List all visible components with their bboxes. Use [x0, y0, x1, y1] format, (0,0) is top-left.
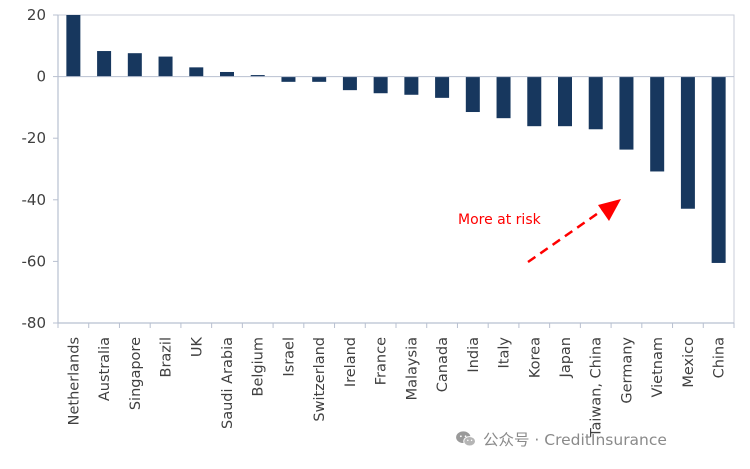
bar-ireland: [342, 76, 357, 91]
x-tick-label: France: [374, 337, 390, 385]
x-tick-label: Korea: [527, 337, 543, 378]
bar-uk: [189, 67, 204, 77]
x-tick-label: Belgium: [251, 337, 267, 396]
annotation-arrow-line: [527, 207, 605, 264]
x-tick-label: Australia: [97, 337, 113, 401]
bar-brazil: [158, 56, 173, 77]
bar-belgium: [250, 75, 265, 77]
x-tick-label: Vietnam: [650, 337, 666, 397]
watermark: 公众号 · CreditInsurance: [455, 428, 667, 450]
annotation-group: More at risk: [458, 199, 621, 264]
x-tick-label: Japan: [558, 337, 574, 378]
x-axis: Netherlands Australia Singapore Brazil UK Sau…: [57, 76, 735, 438]
x-tick-label: Netherlands: [66, 337, 82, 425]
y-axis: 20 0 -20 -40 -60 -80: [22, 6, 59, 332]
bar-china: [711, 76, 726, 263]
wechat-icon: [456, 431, 476, 447]
x-tick-label: China: [712, 337, 728, 378]
y-tick-label: -40: [22, 191, 47, 209]
annotation-label: More at risk: [458, 212, 542, 228]
bar-israel: [281, 76, 296, 82]
bar-canada: [435, 76, 450, 98]
annotation-arrow-head-icon: [598, 199, 621, 221]
watermark-text: 公众号 · CreditInsurance: [483, 431, 667, 449]
bar-malaysia: [404, 76, 419, 95]
y-tick-label: 0: [36, 68, 46, 86]
x-tick-label: Canada: [435, 337, 451, 392]
x-tick-label: Switzerland: [312, 337, 328, 422]
x-tick-label: India: [466, 337, 482, 373]
bar-switzerland: [312, 76, 327, 82]
y-tick-label: -20: [22, 129, 47, 147]
x-tick-label: Ireland: [343, 337, 359, 387]
bar-saudi-arabia: [220, 71, 234, 77]
bar-taiwan-china: [588, 76, 603, 130]
bar-mexico: [680, 76, 695, 209]
x-tick-label: Mexico: [681, 337, 697, 388]
x-tick-label: Malaysia: [404, 337, 420, 400]
bar-vietnam: [650, 76, 665, 172]
bar-india: [465, 76, 480, 113]
bar-france: [373, 76, 388, 94]
x-tick-label: Germany: [619, 337, 635, 404]
x-tick-label: UK: [189, 337, 205, 358]
y-tick-label: -80: [22, 314, 47, 332]
bar-australia: [97, 51, 112, 77]
bar-netherlands: [66, 15, 81, 77]
x-tick-label: Singapore: [128, 337, 144, 410]
y-tick-label: 20: [27, 6, 46, 24]
x-tick-label: Israel: [281, 337, 297, 377]
x-tick-label: Saudi Arabia: [220, 337, 236, 429]
bar-japan: [558, 76, 572, 127]
bar-germany: [619, 76, 634, 150]
bar-korea: [527, 76, 542, 127]
x-tick-label: Taiwan, China: [589, 337, 605, 438]
bar-singapore: [127, 53, 142, 77]
y-tick-label: -60: [22, 252, 47, 270]
x-tick-label: Brazil: [159, 337, 175, 377]
x-tick-label: Italy: [497, 337, 513, 369]
bar-italy: [496, 76, 511, 119]
bars-group: [66, 15, 726, 263]
